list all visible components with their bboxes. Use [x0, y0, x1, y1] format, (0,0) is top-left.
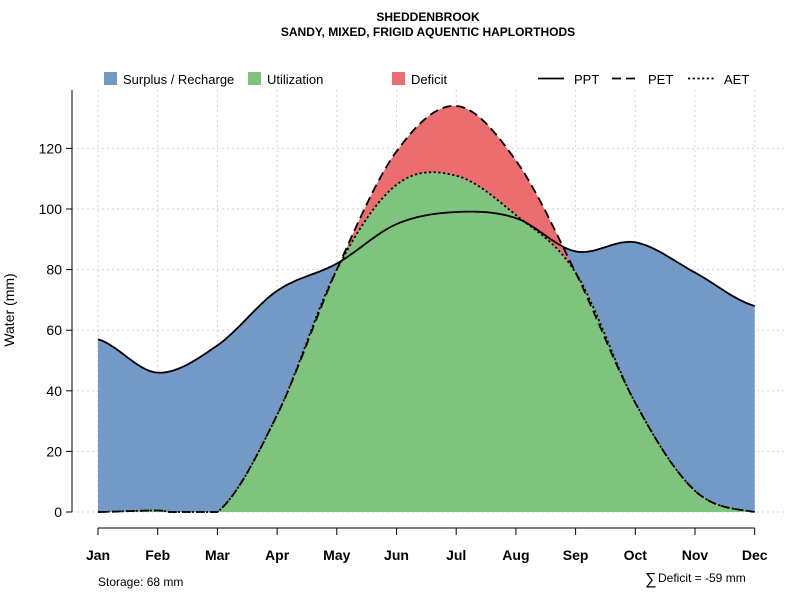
legend-swatch-utilization [248, 72, 261, 85]
pet-line [98, 104, 755, 513]
legend-label-utilization: Utilization [267, 72, 323, 87]
x-tick-label-dec: Dec [742, 547, 768, 563]
x-tick-label-oct: Oct [624, 547, 648, 563]
legend-swatch-surplus-recharge [104, 72, 117, 85]
chart-title: SHEDDENBROOK [376, 10, 480, 24]
legend: Surplus / Recharge Utilization Deficit PPT P… [104, 72, 749, 87]
x-tick-label-jan: Jan [86, 547, 110, 563]
legend-label-pet: PET [648, 72, 673, 87]
y-tick-label: 60 [46, 322, 62, 338]
x-tick-label-nov: Nov [682, 547, 709, 563]
y-tick-label: 20 [46, 443, 62, 459]
x-tick-label-mar: Mar [205, 547, 230, 563]
x-tick-label-may: May [323, 547, 350, 563]
legend-label-aet: AET [724, 72, 749, 87]
aet-line [98, 171, 755, 513]
legend-label-ppt: PPT [574, 72, 599, 87]
y-tick-label: 40 [46, 383, 62, 399]
deficit-total-label: Deficit = -59 mm [658, 571, 746, 585]
y-tick-label: 120 [39, 140, 63, 156]
ppt-line [97, 210, 755, 374]
utilization-area [98, 172, 755, 512]
x-tick-label-sep: Sep [563, 547, 589, 563]
axes: 0 20 40 60 80 100 120 Jan Feb Mar Apr May Jun Jul Aug S… [39, 90, 768, 563]
chart-subtitle: SANDY, MIXED, FRIGID AQUENTIC HAPLORTHOD… [281, 25, 575, 39]
x-tick-label-jun: Jun [384, 547, 409, 563]
y-tick-label: 100 [39, 201, 63, 217]
deficit-sum-symbol: ∑ [645, 571, 656, 588]
x-tick-label-aug: Aug [502, 547, 529, 563]
x-tick-label-jul: Jul [446, 547, 466, 563]
x-tick-label-feb: Feb [145, 547, 170, 563]
storage-label: Storage: 68 mm [98, 575, 183, 589]
x-tick-label-apr: Apr [265, 547, 290, 563]
y-tick-label: 0 [54, 504, 62, 520]
legend-label-surplus-recharge: Surplus / Recharge [123, 72, 234, 87]
y-axis-label: Water (mm) [1, 273, 17, 346]
legend-label-deficit: Deficit [411, 72, 448, 87]
series-lines [97, 104, 755, 513]
legend-swatch-deficit [392, 72, 405, 85]
y-tick-label: 80 [46, 262, 62, 278]
area-fills [98, 105, 755, 513]
